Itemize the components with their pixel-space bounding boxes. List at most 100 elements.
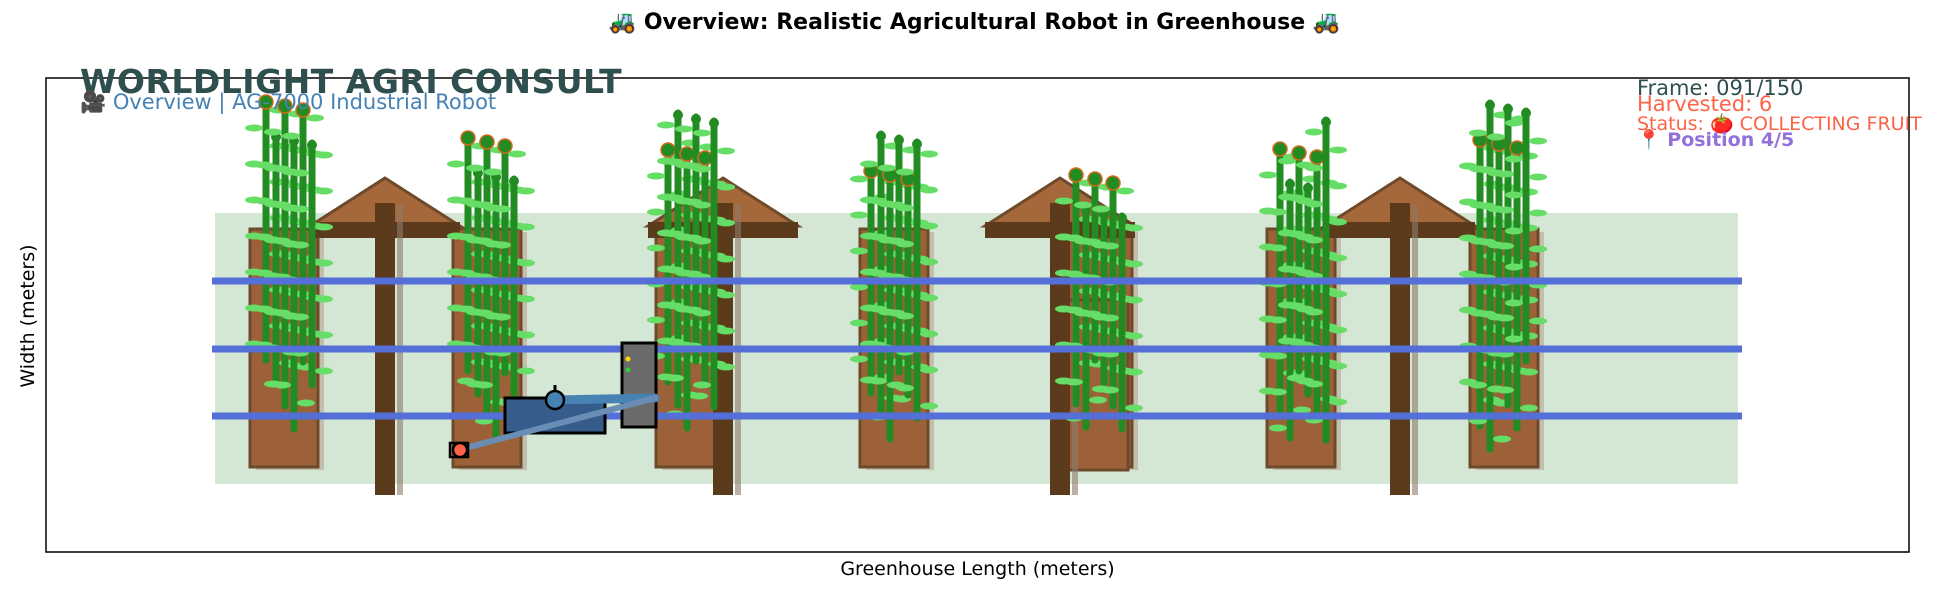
plant-leaf <box>1269 388 1287 396</box>
plant-leaf <box>447 160 465 168</box>
rail-marker <box>1193 277 1201 285</box>
plant-leaf <box>493 241 511 249</box>
plant-leaf <box>850 355 868 363</box>
plant-leaf <box>306 114 324 122</box>
plant-leaf <box>1125 260 1143 268</box>
stem-tip <box>673 110 683 120</box>
robot-light <box>625 367 631 373</box>
plant-leaf <box>493 205 511 213</box>
plant-leaf <box>282 132 300 140</box>
stem-tip <box>1117 213 1127 223</box>
fruit <box>460 130 476 146</box>
plant-leaf <box>1074 201 1092 209</box>
plant-leaf <box>693 201 711 209</box>
fruit <box>1309 149 1325 165</box>
fruit <box>1509 140 1525 156</box>
plant-leaf <box>1092 205 1110 213</box>
plant-leaf <box>315 259 333 267</box>
plant-leaf <box>1505 191 1523 199</box>
plant-leaf <box>1125 224 1143 232</box>
harvested-count: Harvested: 6 <box>1637 92 1773 116</box>
stem-tip <box>1285 179 1295 189</box>
rail-marker <box>1193 345 1201 353</box>
plant-leaf <box>647 316 665 324</box>
plant-leaf <box>1305 308 1323 316</box>
robot-position: 📍 Position 4/5 <box>1637 129 1795 151</box>
plant-leaf <box>1329 326 1347 334</box>
plant-leaf <box>517 367 535 375</box>
plant-leaf <box>1529 317 1547 325</box>
plant-leaf <box>1305 236 1323 244</box>
rail-layer <box>212 277 1742 420</box>
plant-leaf <box>693 165 711 173</box>
frame-counter: Frame: 091/150 <box>1637 76 1804 100</box>
plant-leaf <box>1329 398 1347 406</box>
plant-leaf <box>1305 380 1323 388</box>
robot-arm-lower <box>455 395 658 453</box>
plant-leaf <box>508 150 526 158</box>
plant-leaf <box>1125 332 1143 340</box>
stem-tip <box>709 118 719 128</box>
plant-leaf <box>1259 171 1277 179</box>
plant-leaf <box>717 327 735 335</box>
plant-leaf <box>1505 119 1523 127</box>
plant-leaf <box>517 295 535 303</box>
plant-leaf <box>1116 187 1134 195</box>
plant-leaf <box>717 363 735 371</box>
plant-leaf <box>920 150 938 158</box>
plant-leaf <box>896 240 914 248</box>
plant-leaf <box>1505 155 1523 163</box>
plant-leaf <box>1329 362 1347 370</box>
fruit <box>697 150 713 166</box>
plant-leaf <box>1269 352 1287 360</box>
stem-tip <box>1303 183 1313 193</box>
plant-leaf <box>1469 381 1487 389</box>
plant-leaf <box>850 175 868 183</box>
plant-leaf <box>920 294 938 302</box>
plant-leaf <box>297 399 315 407</box>
plant-leaf <box>1269 316 1287 324</box>
fruit <box>1291 145 1307 161</box>
plant-leaf <box>717 219 735 227</box>
plant-leaf <box>860 160 878 168</box>
fruit <box>1068 167 1084 183</box>
plant-leaf <box>1305 164 1323 172</box>
plant-leaf <box>1125 368 1143 376</box>
plant-leaf <box>666 374 684 382</box>
plant-leaf <box>1529 245 1547 253</box>
stem-tip <box>307 140 317 150</box>
plant-leaf <box>1329 146 1347 154</box>
plant-leaf <box>920 258 938 266</box>
plant-leaf <box>517 223 535 231</box>
plot-frame <box>45 77 1910 553</box>
plant-leaf <box>315 151 333 159</box>
gripped-fruit <box>451 441 469 459</box>
plant-leaf <box>1329 182 1347 190</box>
plant-leaf <box>466 164 484 172</box>
plant-leaf <box>1529 173 1547 181</box>
plant-leaf <box>1529 137 1547 145</box>
stem-tip <box>509 176 519 186</box>
plant-leaf <box>493 313 511 321</box>
plant-leaf <box>850 283 868 291</box>
plant-leaf <box>896 168 914 176</box>
plant-leaf <box>1055 197 1073 205</box>
plant-leaf <box>1101 314 1119 322</box>
plant-leaf <box>1278 157 1296 165</box>
plant-leaf <box>1269 244 1287 252</box>
stem-tip <box>1485 100 1495 110</box>
plant-leaf <box>1125 404 1143 412</box>
brand-label: WORLDLIGHT AGRI CONSULT <box>80 62 623 101</box>
plant-leaf <box>878 164 896 172</box>
stem-tip <box>912 139 922 149</box>
plant-leaf <box>1505 263 1523 271</box>
plant-leaf <box>850 247 868 255</box>
plant-leaf <box>1496 314 1514 322</box>
plant-leaf <box>896 384 914 392</box>
plant-leaf <box>1520 404 1538 412</box>
plant-leaf <box>1496 170 1514 178</box>
stem-tip <box>1503 104 1513 114</box>
plant-leaf <box>1520 368 1538 376</box>
plant-leaf <box>291 169 309 177</box>
plant-leaf <box>484 168 502 176</box>
